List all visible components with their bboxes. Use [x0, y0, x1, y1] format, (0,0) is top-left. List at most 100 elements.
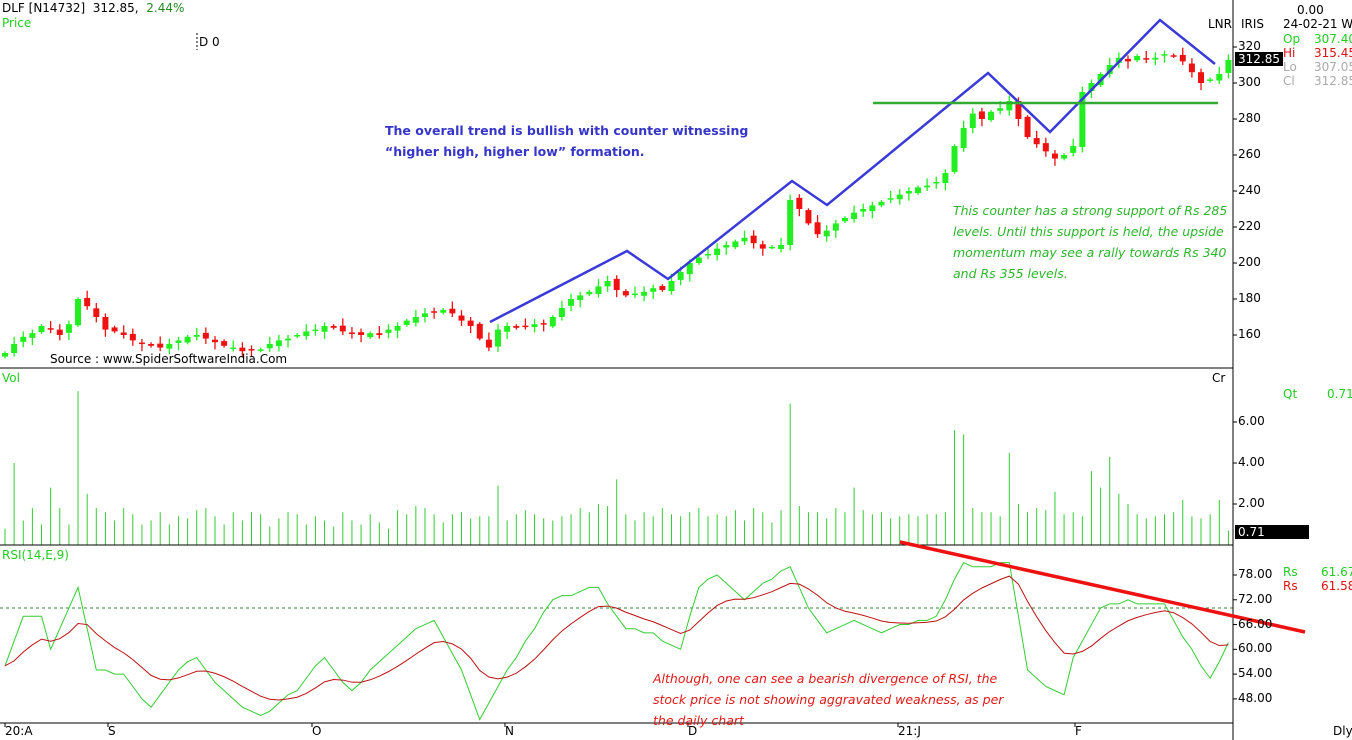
candle-up	[1061, 155, 1068, 159]
candle-up	[869, 205, 876, 212]
candle-down	[796, 197, 803, 209]
candle-up	[768, 246, 775, 249]
candle-down	[120, 332, 127, 335]
rsi-tick-label: 48.00	[1238, 690, 1273, 705]
candle-up	[705, 254, 712, 256]
candle-up	[604, 281, 611, 287]
candle-up	[29, 333, 36, 338]
candle-up	[1225, 59, 1232, 73]
period-label: Dly	[1333, 724, 1352, 738]
date-axis-label: 20:A	[5, 724, 33, 738]
volume-last-box: 0.71	[1235, 525, 1309, 539]
candlestick-series	[2, 47, 1232, 359]
candle-up	[969, 113, 976, 128]
high-label: Hi	[1283, 46, 1296, 60]
low-label: Lo	[1283, 60, 1297, 74]
candle-down	[84, 297, 91, 307]
volume-tick-label: 6.00	[1238, 414, 1265, 428]
candle-up	[851, 212, 858, 220]
candle-down	[221, 341, 228, 346]
candle-up	[175, 340, 182, 343]
trend-annotation: The overall trend is bullish with counte…	[385, 123, 749, 159]
candle-up	[394, 326, 401, 331]
qt-value: 0.71	[1327, 387, 1352, 401]
candle-up	[878, 201, 885, 206]
candle-down	[330, 326, 337, 328]
price-tick-label: 220	[1238, 219, 1261, 233]
candle-up	[915, 187, 921, 194]
price-tick-label: 300	[1238, 75, 1261, 89]
symbol-name: DLF [N14732]	[2, 1, 86, 15]
date-axis-label: 21:J	[898, 724, 921, 738]
candle-up	[887, 198, 894, 200]
candle-down	[1198, 72, 1205, 83]
rsi-divergence-line	[899, 540, 1306, 634]
price-tick-label: 200	[1238, 255, 1261, 269]
volume-unit: Cr	[1212, 371, 1226, 385]
candle-up	[942, 173, 949, 184]
candle-up	[723, 245, 730, 248]
candle-up	[631, 293, 638, 296]
candle-down	[540, 323, 547, 325]
date-axis-label: S	[108, 724, 116, 738]
candle-up	[2, 353, 8, 357]
rsi-label: Rs	[1283, 565, 1298, 579]
candle-down	[513, 326, 520, 328]
rsi-signal-value: 61.58	[1321, 579, 1352, 593]
candle-up	[65, 324, 72, 333]
candle-up	[695, 257, 702, 263]
candle-up	[778, 245, 785, 249]
candle-down	[376, 333, 383, 335]
price-tick-label: 180	[1238, 291, 1261, 305]
candle-up	[558, 308, 565, 317]
candle-down	[358, 332, 365, 335]
candle-up	[303, 331, 310, 337]
candle-up	[668, 281, 675, 292]
candle-up	[549, 317, 556, 327]
top-value: 0.00	[1297, 3, 1324, 17]
candle-up	[1006, 101, 1013, 111]
candle-up	[38, 326, 45, 333]
candle-up	[951, 146, 958, 172]
candle-down	[659, 286, 666, 290]
price-tick-label: 280	[1238, 111, 1261, 125]
rsi-value: 61.67	[1321, 565, 1352, 579]
symbol-header: DLF [N14732] 312.85, 2.44%	[2, 1, 184, 15]
candle-up	[504, 326, 511, 332]
candle-up	[686, 263, 693, 275]
candle-down	[1179, 54, 1186, 62]
candle-down	[1033, 138, 1040, 145]
qt-label: Qt	[1283, 387, 1298, 401]
candle-down	[522, 325, 529, 328]
candle-up	[166, 344, 173, 349]
candle-down	[111, 327, 118, 332]
candle-up	[732, 241, 739, 248]
candle-up	[1216, 74, 1223, 81]
last-price: 312.85,	[92, 1, 139, 15]
close-value: 312.85	[1314, 74, 1352, 88]
price-panel-label: Price	[2, 16, 32, 30]
candle-up	[641, 291, 648, 296]
candle-up	[1070, 146, 1077, 153]
rsi-annotation: Although, one can see a bearish divergen…	[653, 671, 1004, 728]
candle-down	[759, 244, 766, 249]
candle-down	[339, 325, 346, 332]
date-axis-label: N	[505, 724, 514, 738]
candle-down	[148, 344, 155, 346]
candle-down	[102, 317, 109, 330]
candle-up	[20, 336, 27, 342]
volume-tick-label: 4.00	[1238, 455, 1265, 469]
candle-down	[613, 278, 620, 290]
volume-panel-label: Vol	[2, 371, 20, 385]
candle-up	[1152, 57, 1159, 60]
price-tick-label: 160	[1238, 327, 1261, 341]
candle-up	[905, 191, 912, 194]
candle-down	[814, 222, 821, 235]
candle-up	[1134, 56, 1141, 61]
rsi-tick-label: 66.00	[1238, 616, 1273, 631]
volume-tick-label: 2.00	[1238, 496, 1265, 510]
date-label: 24-02-21 We	[1283, 17, 1352, 31]
date-axis-label: F	[1075, 724, 1082, 738]
candle-down	[248, 349, 255, 351]
